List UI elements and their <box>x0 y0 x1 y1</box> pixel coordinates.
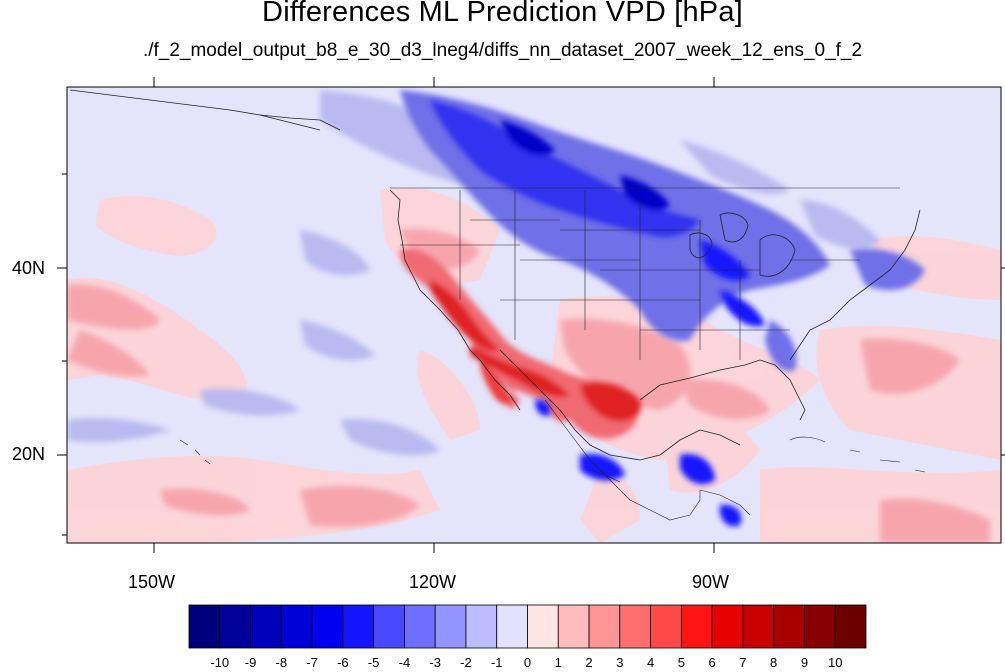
colorbar-swatch <box>650 604 682 649</box>
colorbar-swatch <box>496 604 528 649</box>
colorbar-swatch <box>711 604 744 649</box>
colorbar-swatch <box>834 604 867 649</box>
lon-label-120w: 120W <box>409 572 457 592</box>
colorbar-swatch <box>311 604 344 649</box>
colorbar-swatch <box>465 604 498 649</box>
colorbar-tick-label: -8 <box>275 655 288 670</box>
colorbar-tick-label: 10 <box>827 655 843 670</box>
vpd-difference-field <box>67 87 1001 543</box>
colorbar-tick-label: -9 <box>244 655 257 670</box>
colorbar-swatch <box>588 604 621 649</box>
colorbar-tick-label: -3 <box>429 655 441 670</box>
colorbar-tick-label: -6 <box>337 655 349 670</box>
colorbar-tick-label: 6 <box>708 655 716 670</box>
colorbar-swatch <box>373 604 405 649</box>
figure-title: Differences ML Prediction VPD [hPa] <box>262 0 743 28</box>
state-boundaries <box>390 187 900 360</box>
caribbean-islands <box>179 436 926 473</box>
lon-label-150w: 150W <box>128 572 176 592</box>
colorbar-swatch <box>342 604 375 649</box>
colorbar-tick-label: -7 <box>306 655 318 670</box>
positive-moderate-regions <box>67 228 990 543</box>
colorbar-swatch <box>557 604 590 649</box>
colorbar-swatch <box>527 604 559 649</box>
colorbar-swatch <box>434 604 467 649</box>
colorbar-swatch <box>619 604 651 649</box>
lat-label-20n: 20N <box>12 444 46 464</box>
colorbar-tick-label: 0 <box>523 655 532 670</box>
colorbar-swatch <box>773 604 805 649</box>
negative-strong-regions <box>430 100 765 527</box>
lon-label-90w: 90W <box>692 572 730 592</box>
colorbar-tick-label: -1 <box>490 655 503 670</box>
figure-subtitle: ./f_2_model_output_b8_e_30_d3_lneg4/diff… <box>142 40 863 61</box>
colorbar-swatch <box>250 604 282 649</box>
colorbar-tick-label: 9 <box>800 655 809 670</box>
colorbar <box>188 604 867 649</box>
colorbar-tick-label: 7 <box>739 655 747 670</box>
mexico-outline <box>544 399 751 521</box>
colorbar-tick-label: 8 <box>770 655 778 670</box>
colorbar-tick-label: -2 <box>460 655 472 670</box>
colorbar-tick-label: -10 <box>210 655 230 670</box>
colorbar-tick-label: 2 <box>585 655 593 670</box>
colorbar-swatch <box>680 604 713 649</box>
lat-label-40n: 40N <box>12 258 46 278</box>
colorbar-swatch <box>404 604 436 649</box>
colorbar-tick-label: 4 <box>646 655 655 670</box>
colorbar-swatch <box>742 604 775 649</box>
colorbar-tick-label: 5 <box>677 655 685 670</box>
colorbar-tick-label: 1 <box>554 655 562 670</box>
axis-ticks <box>57 77 1005 553</box>
colorbar-swatch <box>188 604 221 649</box>
colorbar-tick-label: -5 <box>367 655 380 670</box>
positive-strong-regions <box>400 249 641 439</box>
colorbar-swatch <box>804 604 836 649</box>
colorbar-tick-label: 3 <box>616 655 624 670</box>
coastlines <box>69 89 921 461</box>
colorbar-swatch <box>280 604 313 649</box>
colorbar-tick-label: -4 <box>398 655 411 670</box>
colorbar-swatch <box>219 604 251 649</box>
